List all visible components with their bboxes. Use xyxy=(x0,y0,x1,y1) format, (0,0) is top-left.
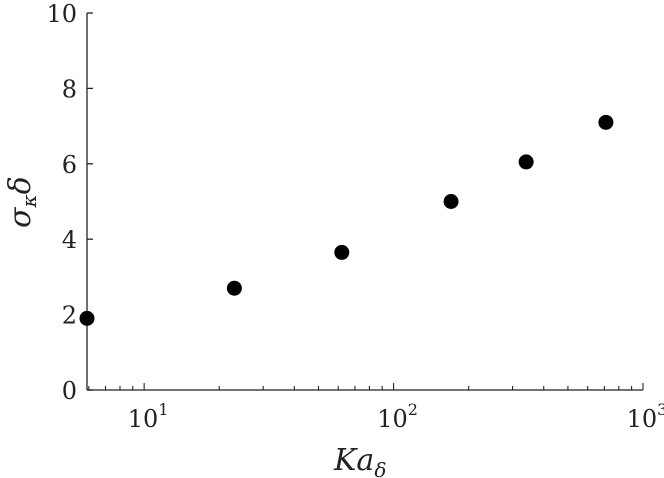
x-axis-label-main: Ka xyxy=(333,443,374,478)
data-point xyxy=(79,310,95,326)
y-tick-label: 6 xyxy=(62,151,77,179)
x-axis-label: Kaδ xyxy=(333,443,386,478)
y-axis-label-tail: δ xyxy=(3,176,38,194)
data-point xyxy=(334,244,350,260)
data-point xyxy=(443,194,459,209)
y-ticks: 0 2 4 6 8 10 xyxy=(46,0,93,405)
y-axis-label: σκδ xyxy=(3,176,41,228)
y-axis-label-main: σ xyxy=(3,206,38,228)
x-axis-label-sub: δ xyxy=(374,458,386,478)
y-axis-label-sub: κ xyxy=(17,194,41,208)
y-tick-label: 4 xyxy=(62,226,77,254)
x-tick-label: 101 xyxy=(128,400,169,433)
y-tick-label: 0 xyxy=(62,377,77,405)
y-tick-label: 10 xyxy=(46,0,77,28)
x-tick-label: 103 xyxy=(627,400,664,433)
x-tick-label: 102 xyxy=(377,400,418,433)
data-point xyxy=(518,154,534,170)
x-ticks: 101 102 103 xyxy=(88,383,664,433)
axes xyxy=(86,13,643,391)
data-point xyxy=(598,114,614,130)
data-points xyxy=(79,114,614,326)
y-tick-label: 8 xyxy=(62,75,77,103)
data-point xyxy=(226,280,242,296)
y-tick-label: 2 xyxy=(62,302,77,330)
